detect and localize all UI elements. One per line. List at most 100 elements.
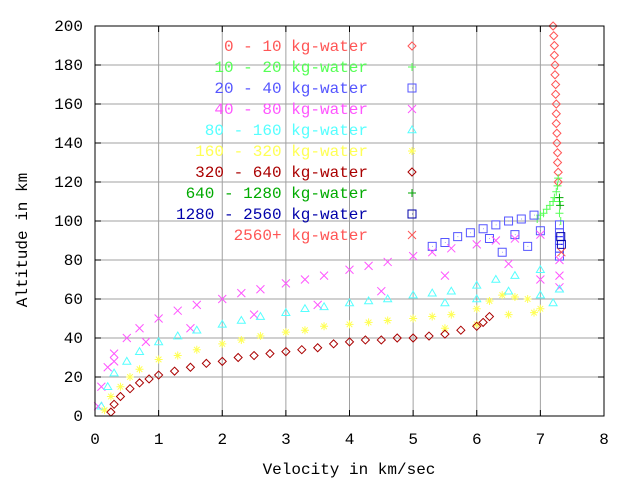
data-point: [409, 314, 418, 323]
legend-label: 20 - 40 kg-water: [214, 80, 368, 98]
data-point: [478, 224, 488, 234]
data-point: [440, 329, 450, 339]
data-point: [504, 216, 514, 226]
data-point: [106, 392, 115, 401]
data-point: [281, 307, 291, 316]
data-point: [545, 201, 554, 210]
data-point: [535, 264, 546, 274]
data-point: [550, 79, 561, 90]
data-point: [554, 220, 564, 230]
data-point: [440, 271, 450, 280]
data-point: [376, 335, 387, 345]
data-point: [300, 326, 309, 335]
data-point: [536, 275, 545, 284]
legend-label: 40 - 80 kg-water: [214, 101, 368, 119]
data-point: [491, 220, 501, 230]
x-axis-label: Velocity in km/sec: [263, 461, 436, 479]
data-point: [529, 210, 539, 220]
data-point: [408, 333, 418, 343]
data-point: [530, 308, 539, 317]
data-point: [281, 346, 291, 357]
data-point: [535, 226, 545, 236]
data-point: [320, 322, 329, 331]
data-point: [144, 374, 154, 384]
y-tick-label: 180: [54, 57, 83, 75]
legend-label: 1280 - 2560 kg-water: [176, 206, 368, 224]
data-point: [363, 295, 374, 305]
data-point: [191, 325, 202, 334]
legend-label: 0 - 10 kg-water: [224, 38, 368, 56]
data-point: [549, 31, 559, 41]
legend-marker: [407, 125, 417, 134]
x-tick-label: 1: [154, 431, 164, 449]
data-point: [297, 344, 307, 355]
y-tick-label: 20: [64, 369, 83, 387]
data-point: [236, 315, 247, 324]
data-point: [551, 118, 561, 129]
series-8: [556, 232, 566, 249]
x-tick-label: 0: [90, 431, 100, 449]
data-point: [233, 352, 243, 363]
x-tick-label: 7: [536, 431, 546, 449]
data-point: [364, 261, 373, 271]
legend-marker: [408, 147, 416, 155]
data-point: [456, 325, 466, 335]
data-point: [281, 328, 290, 337]
legend-marker: [407, 230, 417, 240]
data-point: [300, 275, 310, 284]
data-point: [125, 383, 135, 394]
data-point: [551, 109, 561, 119]
data-point: [424, 331, 434, 341]
data-point: [109, 399, 119, 410]
series-6: [106, 311, 495, 417]
data-point: [504, 259, 513, 269]
data-point: [192, 300, 202, 310]
series-0: [548, 21, 563, 187]
data-point: [153, 370, 164, 380]
data-point: [550, 70, 560, 80]
data-point: [485, 296, 494, 305]
data-point: [360, 335, 371, 345]
data-point: [491, 236, 501, 245]
data-point: [427, 241, 437, 251]
data-point: [536, 304, 545, 313]
series-5: [100, 291, 545, 415]
data-point: [154, 314, 163, 323]
data-point: [312, 343, 323, 353]
data-point: [217, 294, 227, 304]
series-7: [555, 193, 565, 210]
data-point: [446, 286, 457, 295]
data-point: [109, 368, 119, 377]
data-point: [484, 311, 495, 322]
data-point: [549, 40, 560, 51]
legend: 0 - 10 kg-water 10 - 20 kg-water 20 - 40 k…: [176, 38, 417, 245]
data-point: [364, 318, 373, 327]
data-point: [552, 157, 563, 168]
data-point: [453, 232, 463, 242]
data-point: [516, 214, 526, 224]
x-tick-label: 5: [408, 431, 418, 449]
data-point: [249, 350, 259, 361]
legend-label: 10 - 20 kg-water: [214, 59, 368, 77]
data-point: [552, 138, 562, 148]
data-point: [217, 356, 227, 367]
legend-marker: [408, 189, 416, 197]
data-point: [523, 241, 533, 251]
legend-marker: [407, 104, 417, 114]
data-point: [382, 294, 393, 303]
data-point: [106, 407, 116, 417]
data-point: [535, 290, 546, 299]
series-4: [96, 264, 565, 410]
legend-marker: [407, 167, 417, 177]
data-point: [96, 401, 107, 410]
data-point: [201, 358, 212, 369]
data-point: [169, 366, 180, 376]
series-1: [533, 174, 565, 225]
data-point: [552, 128, 562, 138]
data-point: [472, 321, 482, 332]
data-point: [550, 89, 561, 99]
y-tick-label: 80: [64, 252, 83, 270]
data-point: [125, 373, 134, 381]
data-point: [218, 339, 227, 348]
